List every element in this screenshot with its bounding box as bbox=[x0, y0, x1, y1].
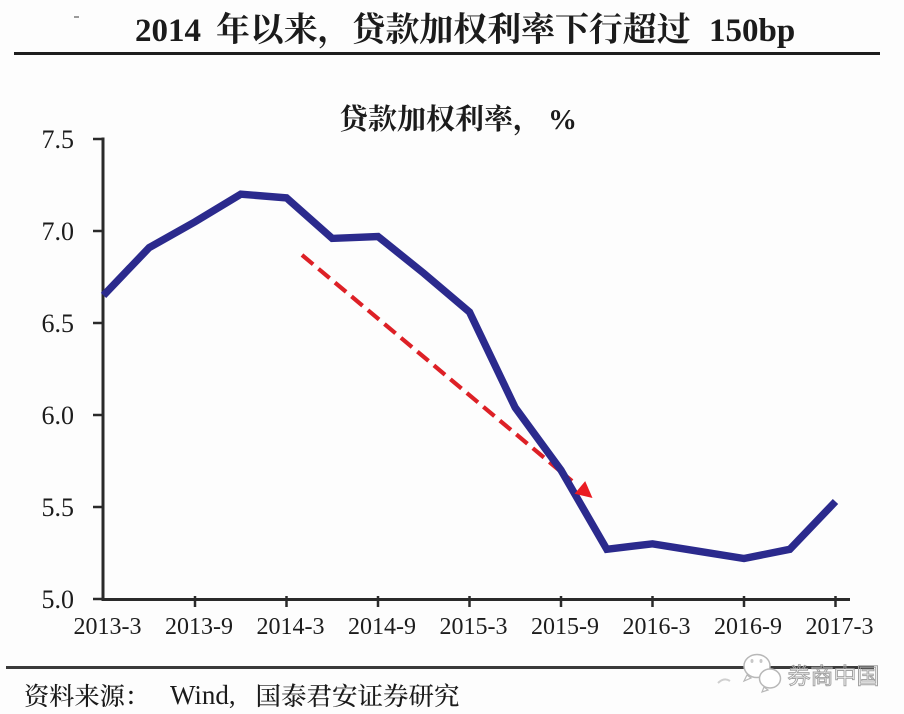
svg-text:150bp: 150bp bbox=[709, 13, 795, 49]
svg-text:2015-9: 2015-9 bbox=[531, 614, 599, 640]
svg-text:6.0: 6.0 bbox=[42, 401, 75, 430]
svg-text:2015-3: 2015-3 bbox=[440, 614, 508, 640]
svg-text:2016-9: 2016-9 bbox=[714, 614, 782, 640]
svg-text:7.0: 7.0 bbox=[42, 217, 75, 246]
svg-text:5.0: 5.0 bbox=[42, 585, 75, 614]
svg-text:%: % bbox=[548, 104, 577, 136]
svg-text:2014-9: 2014-9 bbox=[348, 614, 416, 640]
svg-text:7.5: 7.5 bbox=[42, 125, 75, 154]
svg-text:Wind,: Wind, bbox=[170, 680, 236, 710]
svg-text:2013-3: 2013-3 bbox=[74, 614, 142, 640]
svg-text:2016-3: 2016-3 bbox=[623, 614, 691, 640]
svg-text:2014: 2014 bbox=[135, 13, 201, 49]
svg-text:2014-3: 2014-3 bbox=[257, 614, 325, 640]
svg-text:5.5: 5.5 bbox=[42, 493, 75, 522]
svg-text:2013-9: 2013-9 bbox=[165, 614, 233, 640]
svg-text:2017-3: 2017-3 bbox=[806, 614, 874, 640]
svg-text:6.5: 6.5 bbox=[42, 309, 75, 338]
